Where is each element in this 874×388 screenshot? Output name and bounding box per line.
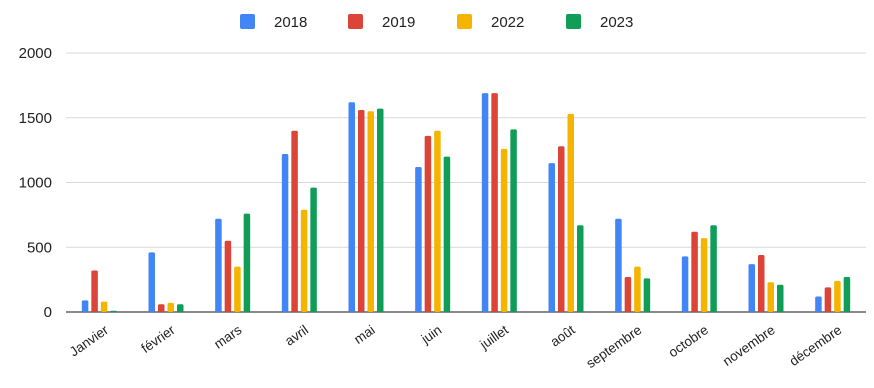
bar-2023-septembre xyxy=(643,278,651,312)
bar-2018-novembre xyxy=(748,264,755,312)
bar-2018-mai xyxy=(348,102,355,313)
x-tick-label: février xyxy=(138,322,178,356)
x-tick-label: Janvier xyxy=(67,322,112,360)
x-tick-label: juin xyxy=(418,322,445,347)
x-tick-label: juillet xyxy=(476,322,511,353)
y-tick-label: 0 xyxy=(44,304,52,321)
legend-label: 2022 xyxy=(491,14,524,31)
bar-2023-août xyxy=(577,225,584,312)
bar-2019-février xyxy=(158,304,165,312)
bar-2022-juillet xyxy=(500,148,508,312)
legend: 2018 2019 2022 2023 xyxy=(240,14,633,31)
x-tick-label: octobre xyxy=(666,322,711,360)
bar-2018-septembre xyxy=(615,218,622,312)
x-tick-label: avril xyxy=(282,322,311,348)
bar-2023-février xyxy=(177,304,184,312)
y-tick-label: 500 xyxy=(27,239,52,256)
bar-2018-décembre xyxy=(815,296,822,312)
x-tick-label: mars xyxy=(211,322,244,352)
bar-2019-octobre xyxy=(691,231,698,312)
bar-2019-juillet xyxy=(491,93,498,313)
x-tick-label: août xyxy=(548,322,578,350)
bar-2022-mai xyxy=(367,111,374,313)
bar-2019-septembre xyxy=(624,277,632,312)
bar-2018-mars xyxy=(215,218,222,312)
bar-2023-juin xyxy=(443,156,451,312)
bar-2022-octobre xyxy=(700,238,708,312)
legend-swatch-2022 xyxy=(457,14,472,29)
bar-2019-juin xyxy=(424,135,432,312)
y-tick-label: 1500 xyxy=(19,110,52,127)
bar-2019-décembre xyxy=(824,287,832,312)
legend-swatch-2023 xyxy=(566,14,581,29)
bar-2018-avril xyxy=(281,154,289,312)
y-tick-label: 1000 xyxy=(19,175,52,192)
x-tick-label: décembre xyxy=(787,322,845,369)
bar-2023-Janvier xyxy=(110,310,117,312)
y-axis-ticks: 0 500 1000 1500 2000 xyxy=(19,45,52,321)
bar-2023-mars xyxy=(243,213,251,312)
bar-2023-novembre xyxy=(777,284,784,312)
legend-swatch-2019 xyxy=(348,14,363,29)
gridlines xyxy=(66,52,866,313)
x-tick-label: novembre xyxy=(720,322,778,369)
bar-2018-août xyxy=(548,163,555,312)
x-tick-label: mai xyxy=(351,322,377,347)
bar-2023-avril xyxy=(310,187,317,312)
bar-2019-août xyxy=(558,146,565,312)
legend-label: 2019 xyxy=(382,14,415,31)
legend-swatch-2018 xyxy=(240,14,255,29)
bar-2018-juin xyxy=(415,166,422,312)
bars xyxy=(81,93,851,313)
bar-2018-octobre xyxy=(681,256,689,312)
legend-label: 2023 xyxy=(600,14,633,31)
bar-2018-juillet xyxy=(481,93,489,313)
bar-2022-juin xyxy=(434,130,441,312)
bar-2019-avril xyxy=(291,130,298,312)
bar-2023-mai xyxy=(377,108,384,312)
legend-label: 2018 xyxy=(274,14,307,31)
bar-2018-février xyxy=(148,252,155,312)
bar-2022-février xyxy=(167,302,174,312)
bar-2022-mars xyxy=(234,266,241,312)
bar-2022-novembre xyxy=(767,282,774,312)
bar-2019-mars xyxy=(224,240,232,312)
bar-2022-décembre xyxy=(834,280,841,312)
bar-2023-octobre xyxy=(710,225,717,312)
bar-2019-novembre xyxy=(758,255,765,312)
y-tick-label: 2000 xyxy=(19,45,52,62)
bar-2018-Janvier xyxy=(81,300,89,312)
bar-2022-avril xyxy=(300,209,308,312)
bar-2023-juillet xyxy=(510,129,517,312)
bar-2022-Janvier xyxy=(100,301,108,312)
bar-2023-décembre xyxy=(843,277,851,312)
x-axis-ticks: Janvier février mars avril mai juin juillet aoû… xyxy=(67,322,845,371)
bar-2022-août xyxy=(567,113,574,313)
bar-2022-septembre xyxy=(634,266,641,312)
bar-2019-Janvier xyxy=(91,270,98,312)
x-tick-label: septembre xyxy=(584,322,645,371)
bar-2019-mai xyxy=(358,109,365,312)
